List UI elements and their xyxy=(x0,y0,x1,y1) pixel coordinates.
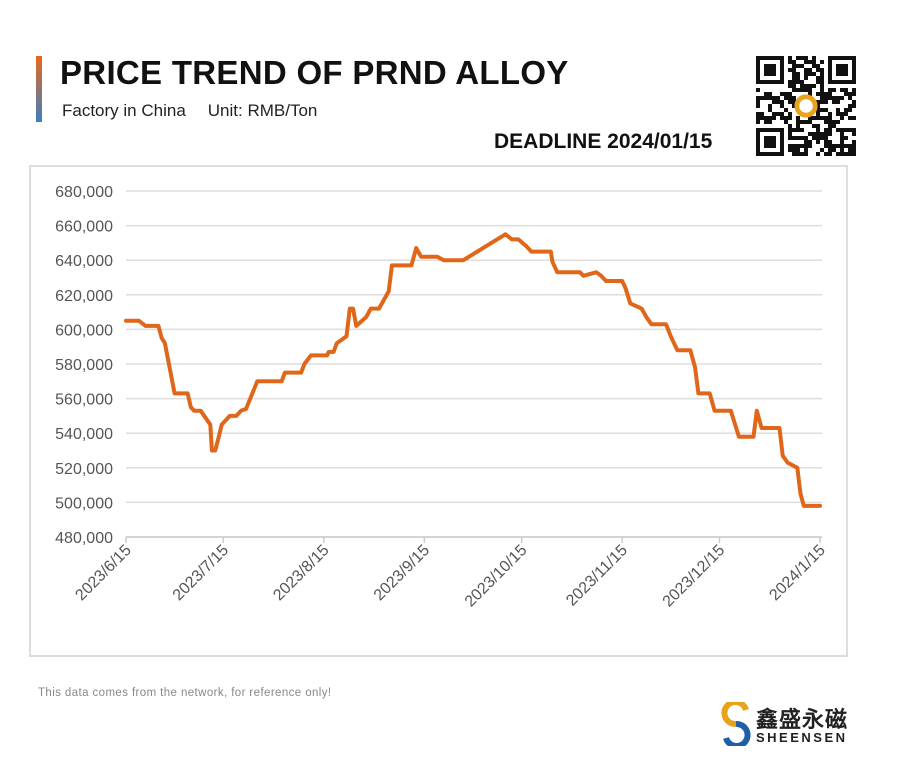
y-tick-label: 600,000 xyxy=(55,322,113,339)
y-tick-label: 620,000 xyxy=(55,288,113,305)
y-tick-label: 500,000 xyxy=(55,495,113,512)
x-tick-label: 2023/6/15 xyxy=(72,542,134,604)
y-tick-label: 680,000 xyxy=(55,184,113,201)
subtitle: Factory in China Unit: RMB/Ton xyxy=(62,101,339,121)
disclaimer-note: This data comes from the network, for re… xyxy=(38,687,332,699)
price-series-line xyxy=(124,232,822,508)
y-tick-label: 640,000 xyxy=(55,253,113,270)
x-tick-label: 2023/11/15 xyxy=(563,542,631,610)
chart-frame: 480,000 500,000 520,000 540,000 560,000 580,0… xyxy=(29,165,848,657)
y-tick-label: 540,000 xyxy=(55,426,113,443)
subtitle-unit: Unit: RMB/Ton xyxy=(207,101,318,120)
x-tick-label: 2023/10/15 xyxy=(462,542,531,611)
brand-logo: 鑫盛永磁 SHEENSEN xyxy=(720,699,860,749)
x-tick-label: 2023/8/15 xyxy=(270,542,332,604)
y-tick-label: 520,000 xyxy=(55,461,113,478)
title-accent-bar xyxy=(36,56,42,122)
x-tick-label: 2023/9/15 xyxy=(371,542,433,604)
price-line-chart: 480,000 500,000 520,000 540,000 560,000 580,0… xyxy=(55,184,829,611)
x-tick-label: 2023/12/15 xyxy=(660,542,729,611)
brand-name-en: SHEENSEN xyxy=(756,730,848,745)
sheensen-logo-icon xyxy=(721,699,751,749)
y-tick-label: 580,000 xyxy=(55,357,113,374)
x-tick-label: 2023/7/15 xyxy=(170,542,232,604)
subtitle-market: Factory in China xyxy=(62,101,186,120)
y-tick-label: 480,000 xyxy=(55,530,113,547)
deadline-label: DEADLINE 2024/01/15 xyxy=(494,130,713,153)
y-tick-label: 560,000 xyxy=(55,392,113,409)
x-tick-label: 2024/1/15 xyxy=(766,542,828,604)
qr-code-icon xyxy=(756,56,856,156)
page-title: PRICE TREND OF PRND ALLOY xyxy=(60,54,569,91)
brand-name-cn: 鑫盛永磁 xyxy=(756,707,849,732)
y-tick-label: 660,000 xyxy=(55,219,113,236)
